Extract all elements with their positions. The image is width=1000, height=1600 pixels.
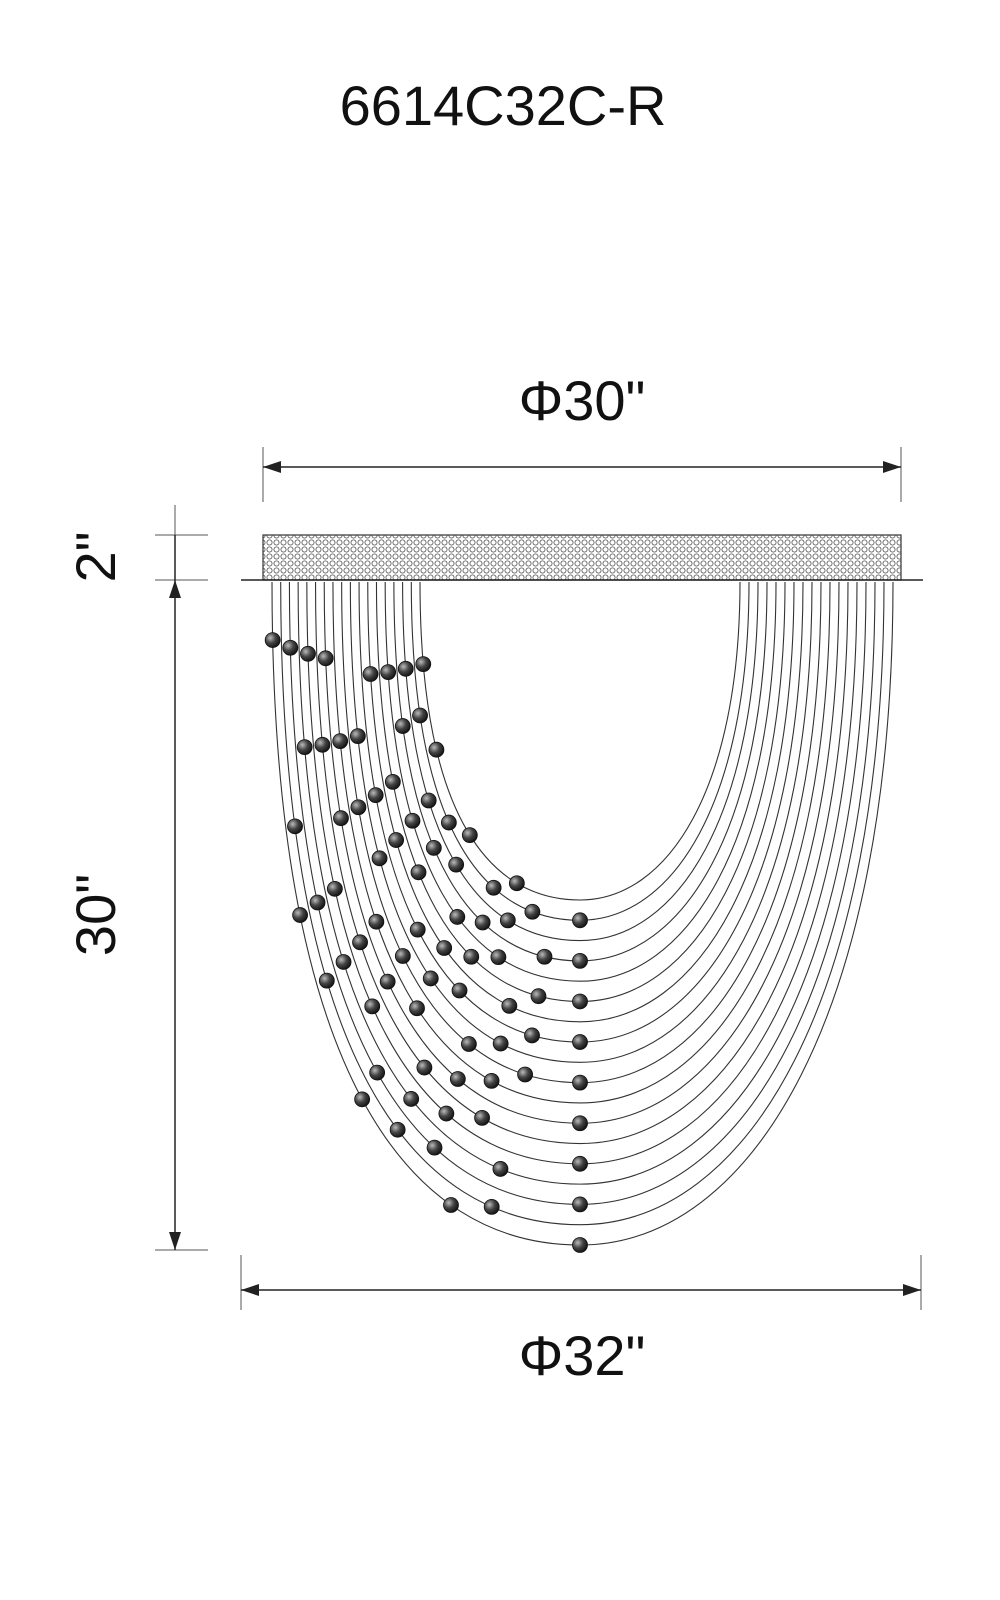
crystal-bead [394,718,411,734]
crystal-bead [369,1064,386,1081]
canopy [262,534,902,581]
strand [297,581,867,1185]
crystal-bead [309,894,326,911]
crystal-bead [572,912,588,929]
crystal-bead [483,1072,500,1089]
crystal-bead [572,1115,588,1132]
crystal-bead [448,856,465,873]
crystal-bead [368,913,385,930]
crystal-bead [287,818,303,835]
crystal-bead [517,1066,533,1083]
strand [393,581,768,962]
crystal-strands [264,581,894,1253]
crystal-bead [409,921,426,938]
canopy-height-label: 2" [64,531,127,582]
strand [314,581,849,1145]
crystal-bead [443,1197,459,1213]
crystal-bead [449,1071,466,1087]
crystal-bead [282,639,299,656]
crystal-bead [296,739,313,756]
crystal-bead [333,810,349,827]
crystal-bead [485,879,502,896]
crystal-bead [335,954,352,970]
body-height-label: 30" [64,874,127,956]
crystal-bead [440,814,457,831]
crystal-bead [524,903,541,920]
crystal-bead [483,1198,500,1215]
crystal-bead [572,1155,588,1172]
crystal-bead [394,948,411,964]
crystal-bead [314,736,331,753]
crystal-bead [350,799,367,816]
crystal-bead [379,973,396,990]
crystal-bead [364,998,381,1015]
crystal-bead [426,1139,443,1156]
crystal-bead [380,664,397,681]
crystal-bead [409,1000,425,1017]
crystal-bead [451,982,468,999]
strand [402,581,759,942]
crystal-bead [572,1074,588,1091]
crystal-bead [492,1035,509,1052]
crystal-bead [492,1161,509,1177]
crystal-bead [572,1237,588,1253]
crystal-bead [292,907,308,923]
crystal-bead [449,909,466,925]
crystal-bead [404,812,421,829]
crystal-bead [425,839,442,856]
crystal-bead [474,1109,490,1126]
bottom-diameter-label: Φ32" [519,1324,646,1387]
crystal-bead [461,1036,477,1052]
crystal-bead [352,934,368,951]
title: 6614C32C-R [340,74,667,137]
crystal-bead [524,1027,540,1044]
strand [384,581,777,982]
crystal-bead [416,1059,433,1076]
crystal-bead [300,645,316,662]
crystal-bead [420,792,437,809]
crystal-bead [326,880,343,897]
crystal-bead [388,832,405,848]
crystal-bead [428,741,445,758]
crystal-bead [572,1034,588,1050]
crystal-bead [332,733,349,750]
crystal-bead [371,850,388,867]
crystal-bead [317,650,334,667]
crystal-bead [572,1196,588,1213]
crystal-bead [572,952,588,969]
crystal-bead [499,912,516,929]
crystal-bead [436,940,453,956]
crystal-bead [438,1105,455,1122]
crystal-bead [384,773,401,790]
crystal-bead [362,666,379,682]
crystal-bead [422,970,439,987]
crystal-bead [412,707,428,724]
crystal-bead [415,656,432,673]
crystal-bead [572,993,588,1010]
crystal-bead [536,948,553,965]
strand [332,581,831,1104]
crystal-bead [530,988,547,1005]
crystal-bead [461,827,478,844]
crystal-bead [367,787,384,804]
strand [280,581,885,1226]
strand [419,581,741,901]
crystal-bead [264,632,281,648]
crystal-bead [318,972,335,989]
crystal-bead [389,1121,406,1138]
crystal-bead [403,1091,420,1107]
top-diameter-label: Φ30" [519,369,646,432]
crystal-bead [474,914,491,931]
crystal-bead [410,864,427,881]
crystal-bead [501,997,518,1014]
crystal-bead [349,728,366,745]
crystal-bead [463,948,480,965]
crystal-bead [490,949,507,966]
crystal-bead [354,1091,371,1108]
crystal-bead [397,660,414,677]
crystal-bead [508,875,525,892]
